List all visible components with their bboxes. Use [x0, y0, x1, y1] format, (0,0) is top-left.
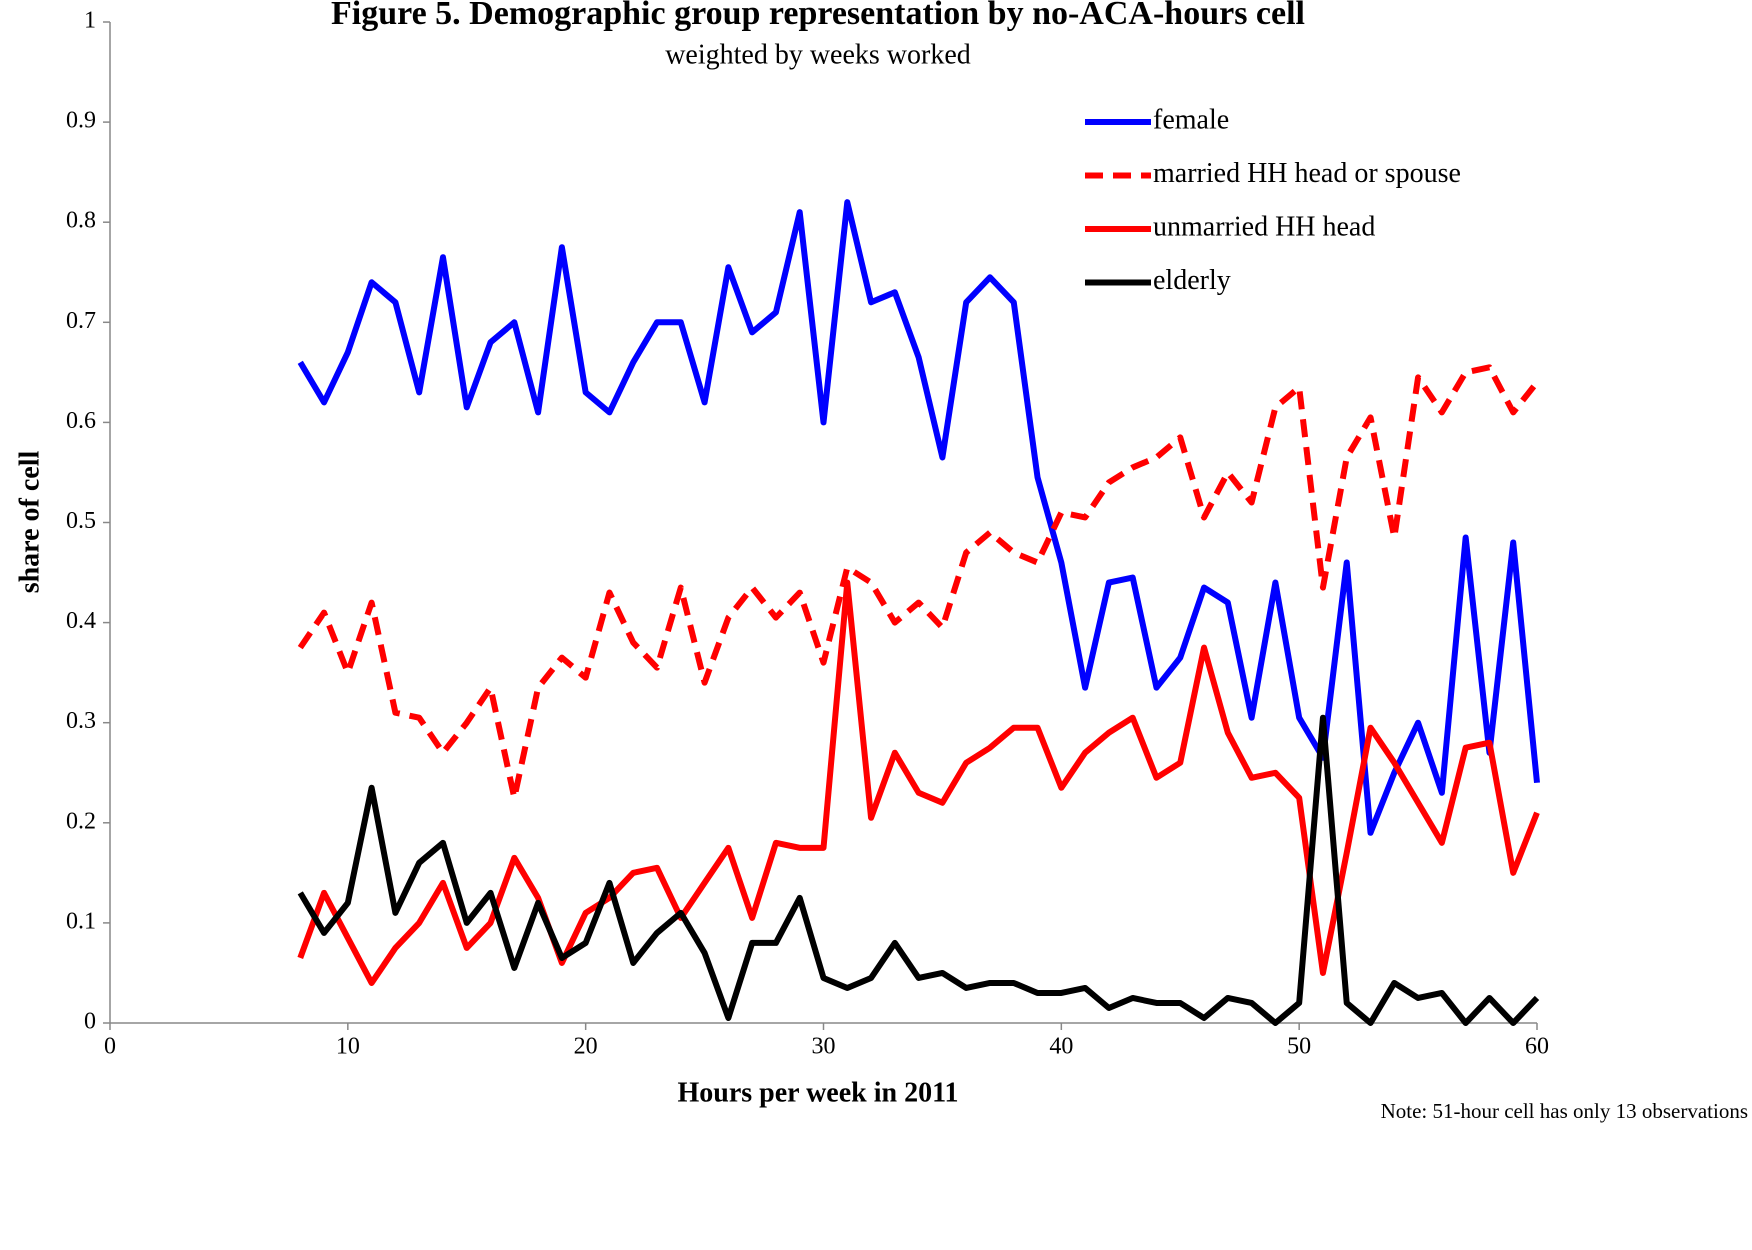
x-axis-label: Hours per week in 2011 [677, 1077, 958, 1108]
y-tick-label: 0.8 [66, 208, 96, 234]
x-tick-label: 40 [1049, 1034, 1073, 1060]
y-tick-label: 0.1 [66, 908, 96, 934]
y-tick-label: 0.3 [66, 708, 96, 734]
y-tick-label: 0.9 [66, 108, 96, 134]
x-tick-label: 10 [336, 1034, 360, 1060]
x-tick-label: 60 [1525, 1034, 1549, 1060]
chart-title: Figure 5. Demographic group representati… [331, 0, 1305, 32]
plot-area [297, 199, 1540, 1026]
x-tick-label: 0 [104, 1034, 116, 1060]
y-tick-label: 1 [84, 8, 96, 34]
chart-subtitle: weighted by weeks worked [665, 39, 971, 70]
legend-label: unmarried HH head [1153, 211, 1375, 242]
x-tick-label: 30 [812, 1034, 836, 1060]
legend-label: married HH head or spouse [1153, 158, 1461, 189]
y-tick-label: 0.2 [66, 808, 96, 834]
y-tick-label: 0.6 [66, 408, 96, 434]
legend-label: elderly [1153, 265, 1231, 296]
data-line [297, 714, 1540, 1026]
y-tick-label: 0.4 [66, 608, 96, 634]
x-tick-label: 20 [574, 1034, 598, 1060]
y-tick-label: 0.7 [66, 308, 96, 334]
data-line [297, 364, 1540, 801]
y-tick-label: 0.5 [66, 508, 96, 534]
y-tick-label: 0 [84, 1009, 96, 1035]
y-axis-label: share of cell [14, 451, 45, 594]
note: Note: 51-hour cell has only 13 observati… [1381, 1099, 1748, 1123]
x-tick-label: 50 [1287, 1034, 1311, 1060]
data-line [297, 579, 1540, 986]
legend-label: female [1153, 104, 1229, 135]
data-line [297, 199, 1540, 836]
